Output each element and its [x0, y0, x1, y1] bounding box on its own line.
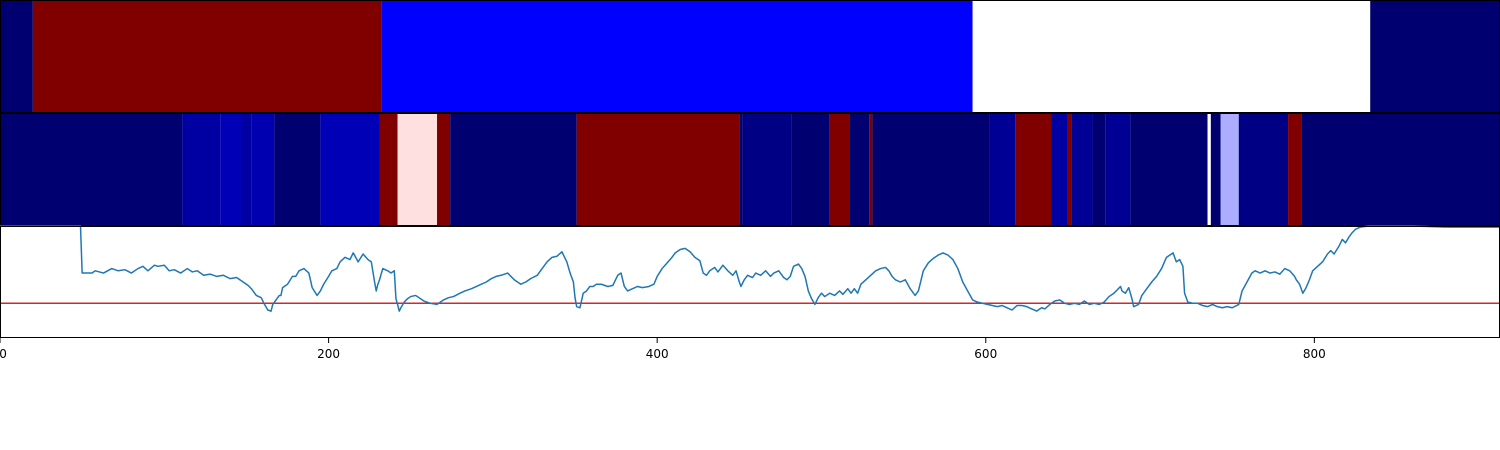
- heatmap-middle-segment: [274, 114, 321, 225]
- heatmap-middle-segment: [320, 114, 380, 225]
- heatmap-middle-segment: [437, 114, 451, 225]
- heatmap-middle-segment: [989, 114, 1016, 225]
- heatmap-middle-segment: [1092, 114, 1106, 225]
- heatmap-top-segment: [972, 1, 1371, 112]
- heatmap-middle-segment: [241, 114, 252, 225]
- heatmap-middle-segment: [220, 114, 242, 225]
- heatmap-middle-segment: [1220, 114, 1239, 225]
- heatmap-panel-top: [0, 1, 1500, 112]
- x-tick-label: 200: [317, 347, 340, 361]
- x-tick-label: 0: [0, 347, 7, 361]
- heatmap-middle-segment: [1051, 114, 1068, 225]
- heatmap-middle-segment: [379, 114, 398, 225]
- heatmap-middle-segment: [251, 114, 275, 225]
- heatmap-middle-segment: [0, 114, 183, 225]
- heatmap-top-segment: [0, 1, 33, 112]
- heatmap-middle-segment: [1130, 114, 1208, 225]
- heatmap-middle-segment: [1015, 114, 1052, 225]
- heatmap-middle-segment: [397, 114, 438, 225]
- x-tick-label: 600: [974, 347, 997, 361]
- heatmap-middle-segment: [739, 114, 743, 225]
- heatmap-middle-segment: [1238, 114, 1289, 225]
- heatmap-panel-middle: [0, 114, 1500, 225]
- heatmap-middle-segment: [791, 114, 830, 225]
- heatmap-middle-segment: [872, 114, 990, 225]
- x-tick-label: 800: [1303, 347, 1326, 361]
- heatmap-top-segment: [1370, 1, 1500, 112]
- heatmap-middle-segment: [450, 114, 577, 225]
- heatmap-middle-segment: [1071, 114, 1093, 225]
- score-series-line: [0, 225, 1500, 312]
- heatmap-middle-segment: [849, 114, 870, 225]
- heatmap-middle-segment: [742, 114, 792, 225]
- heatmap-middle-segment: [576, 114, 740, 225]
- heatmap-middle-segment: [1105, 114, 1131, 225]
- x-tick-label: 400: [646, 347, 669, 361]
- line-panel: [0, 225, 1500, 338]
- heatmap-middle-segment: [1210, 114, 1221, 225]
- heatmap-middle-segment: [1301, 114, 1500, 225]
- heatmap-top-segment: [381, 1, 973, 112]
- heatmap-middle-segment: [1207, 114, 1211, 225]
- heatmap-middle-segment: [1067, 114, 1072, 225]
- x-axis: 0 200 400 600 800: [0, 338, 1326, 361]
- line-panel-background: [0, 226, 1500, 338]
- heatmap-top-segment: [32, 1, 382, 112]
- heatmap-middle-segment: [869, 114, 873, 225]
- heatmap-middle-segment: [182, 114, 221, 225]
- heatmap-middle-segment: [1288, 114, 1302, 225]
- heatmap-middle-segment: [829, 114, 850, 225]
